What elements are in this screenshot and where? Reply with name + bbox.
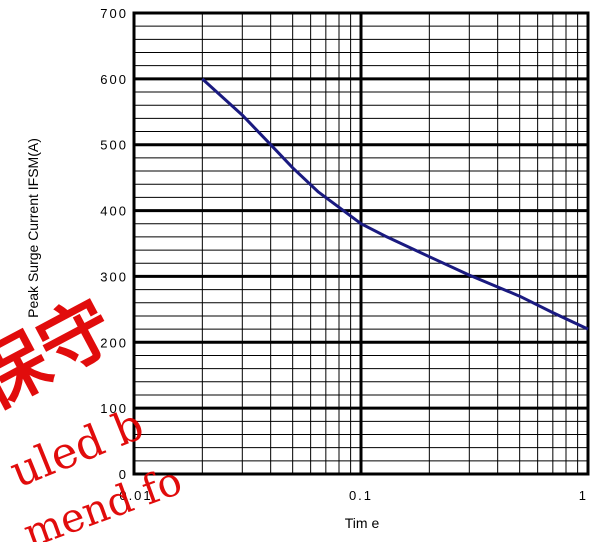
y-tick-label: 400 — [100, 204, 128, 219]
y-tick-label: 500 — [100, 138, 128, 153]
plot-frame — [132, 11, 590, 476]
series-layer — [201, 77, 589, 331]
x-tick-label: 0.1 — [349, 488, 373, 503]
watermark: 保守 uled b mend fo — [0, 282, 188, 542]
x-tick-label: 0.01 — [119, 488, 152, 503]
x-axis-label: Tim e — [345, 515, 380, 531]
x-tick-label: 1 — [579, 488, 588, 503]
grid — [132, 11, 590, 476]
tick-labels: 0 100 200 300 400 500 600 700 0.01 0.1 1 — [100, 6, 588, 503]
y-axis-label: Peak Surge Current IFSM(A) — [25, 138, 41, 318]
y-tick-label: 100 — [100, 401, 128, 416]
surge-current-curve — [201, 77, 589, 331]
y-tick-label: 700 — [100, 6, 128, 21]
y-tick-label: 300 — [100, 269, 128, 284]
y-tick-label: 0 — [119, 467, 128, 482]
y-tick-label: 600 — [100, 72, 128, 87]
y-tick-label: 200 — [100, 335, 128, 350]
